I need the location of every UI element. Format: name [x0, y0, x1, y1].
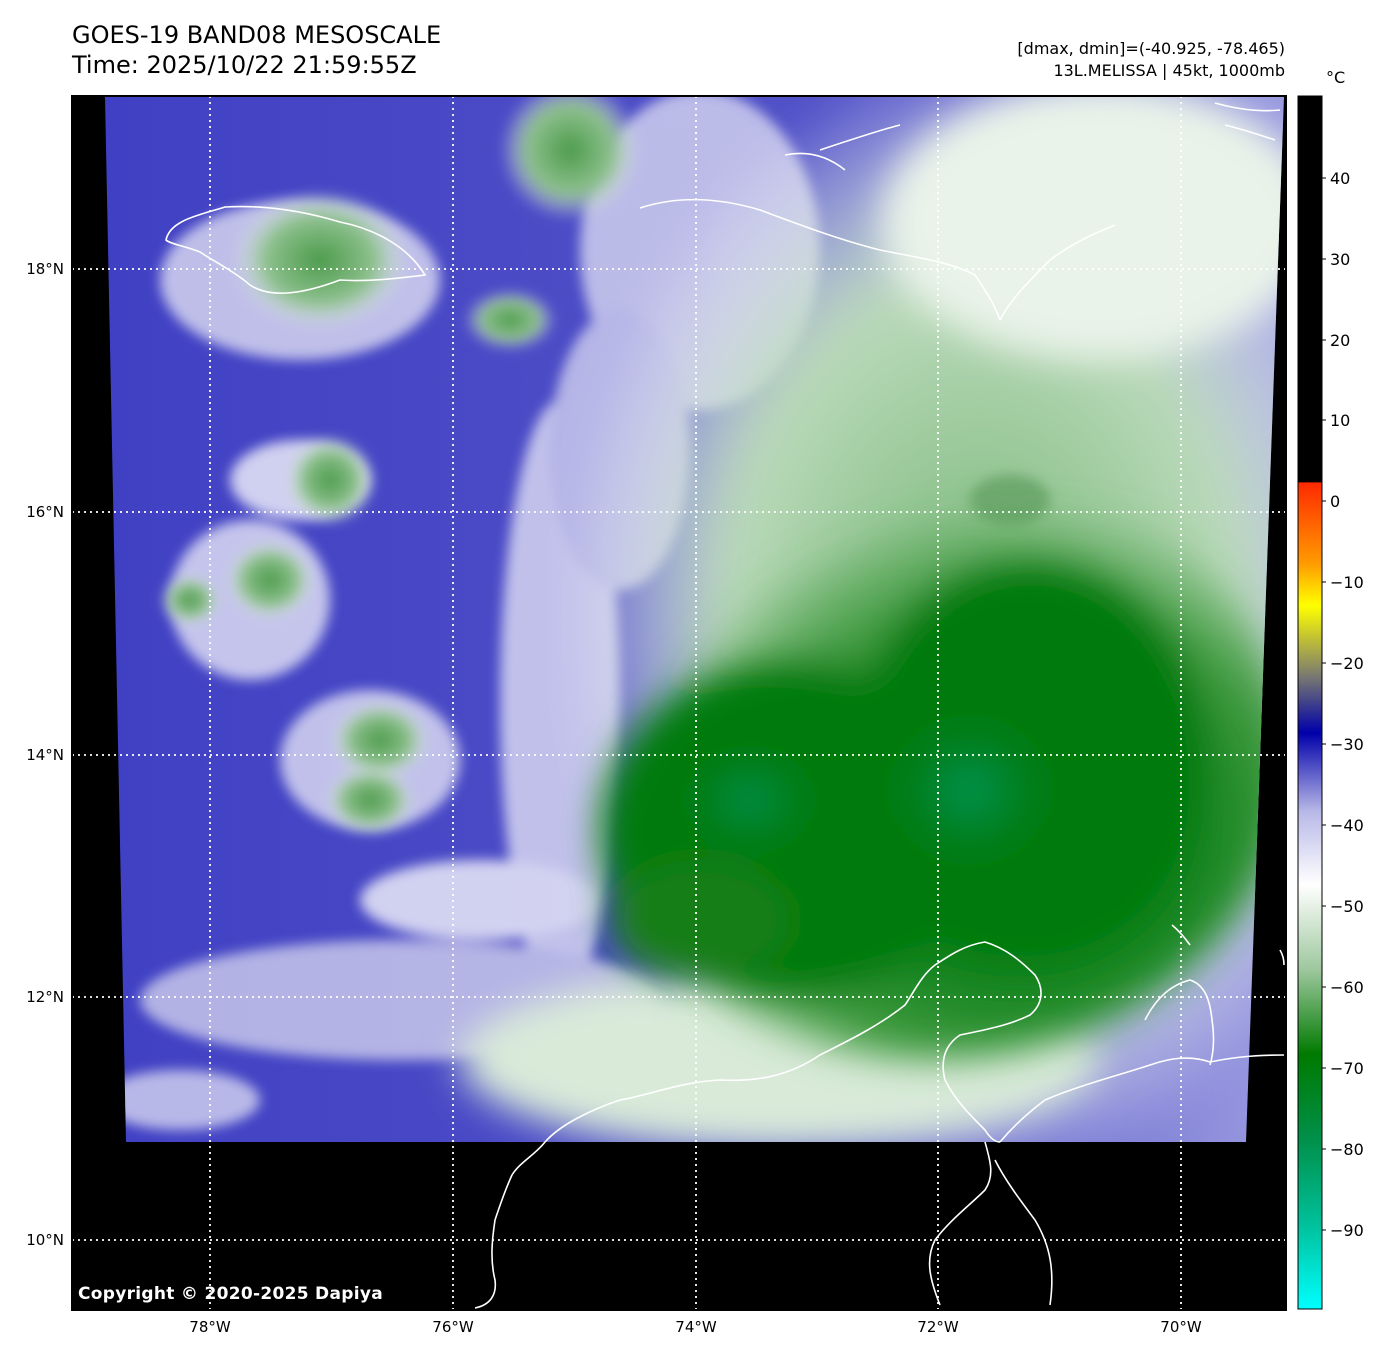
colorbar	[1297, 95, 1323, 1310]
colorbar-ticks	[1322, 177, 1326, 1231]
timestamp: Time: 2025/10/22 21:59:55Z	[72, 51, 417, 79]
data-range: [dmax, dmin]=(-40.925, -78.465)	[1017, 39, 1285, 58]
colorbar-label: −80	[1330, 1140, 1364, 1159]
colorbar-label: −70	[1330, 1059, 1364, 1078]
colorbar-label: −40	[1330, 816, 1364, 835]
colorbar-label: 30	[1330, 250, 1350, 269]
colorbar-unit: °C	[1326, 68, 1346, 87]
colorbar-label: 10	[1330, 411, 1350, 430]
lon-label: 70°W	[1160, 1318, 1202, 1336]
graticule	[72, 96, 1286, 1310]
satellite-imagery	[105, 97, 1284, 1142]
copyright-notice: Copyright © 2020-2025 Dapiya	[78, 1284, 383, 1304]
lon-label: 78°W	[189, 1318, 231, 1336]
colorbar-label: −90	[1330, 1221, 1364, 1240]
lon-label: 74°W	[675, 1318, 717, 1336]
colorbar-label: −10	[1330, 573, 1364, 592]
lon-label: 72°W	[917, 1318, 959, 1336]
colorbar-labels: 40 30 20 10 0 −10 −20 −30 −40 −50 −60 −7…	[1330, 169, 1364, 1240]
colorbar-label: −20	[1330, 654, 1364, 673]
title: GOES-19 BAND08 MESOSCALE	[72, 21, 442, 49]
colorbar-label: 0	[1330, 492, 1340, 511]
lat-label: 10°N	[26, 1231, 64, 1249]
coastlines	[165, 102, 1285, 1309]
colorbar-label: −60	[1330, 978, 1364, 997]
colorbar-label: −30	[1330, 735, 1364, 754]
lat-label: 18°N	[26, 260, 64, 278]
lat-label: 14°N	[26, 746, 64, 764]
colorbar-label: −50	[1330, 897, 1364, 916]
colorbar-label: 40	[1330, 169, 1350, 188]
lat-label: 16°N	[26, 503, 64, 521]
lon-label: 76°W	[432, 1318, 474, 1336]
longitude-labels: 78°W 76°W 74°W 72°W 70°W	[189, 1318, 1202, 1336]
storm-info: 13L.MELISSA | 45kt, 1000mb	[1053, 61, 1285, 80]
colorbar-label: 20	[1330, 331, 1350, 350]
map-border	[71, 95, 1287, 1311]
lat-label: 12°N	[26, 988, 64, 1006]
latitude-labels: 18°N 16°N 14°N 12°N 10°N	[26, 260, 64, 1249]
